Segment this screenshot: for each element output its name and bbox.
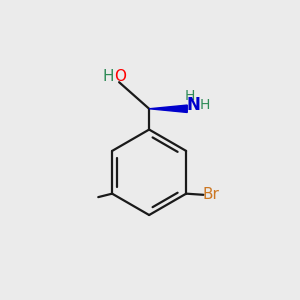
Text: N: N [186, 96, 200, 114]
Text: Br: Br [202, 187, 219, 202]
Text: O: O [114, 69, 126, 84]
Text: H: H [103, 69, 115, 84]
Text: H: H [185, 89, 195, 103]
Text: H: H [200, 98, 210, 112]
Polygon shape [149, 105, 187, 112]
